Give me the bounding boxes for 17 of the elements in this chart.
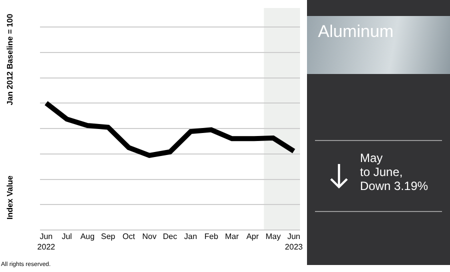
x-tick-label: Jul <box>62 232 72 241</box>
text: May to June, Down 3.19% <box>360 151 428 193</box>
x-tick-label: Dec <box>162 232 178 241</box>
x-tick-label: Sep <box>100 232 116 241</box>
x-tick-label: Feb <box>204 232 219 241</box>
text: Jan 2012 Baseline = 100 <box>6 12 14 108</box>
x-tick-label: Jan <box>184 232 198 241</box>
x-tick-label: Nov <box>142 232 156 241</box>
x-tick-label: Apr <box>246 232 260 241</box>
x-tick-label: Jun 2023 <box>284 232 304 252</box>
y-axis-title: Index Value <box>6 174 14 222</box>
x-tick-label: Mar <box>225 232 240 241</box>
x-tick-label: Oct <box>122 232 136 241</box>
x-tick-label: Aug <box>80 232 95 241</box>
text: Aluminum <box>307 16 450 74</box>
x-tick-label: Jun 2022 <box>37 232 56 252</box>
x-tick-label: May <box>266 232 281 241</box>
